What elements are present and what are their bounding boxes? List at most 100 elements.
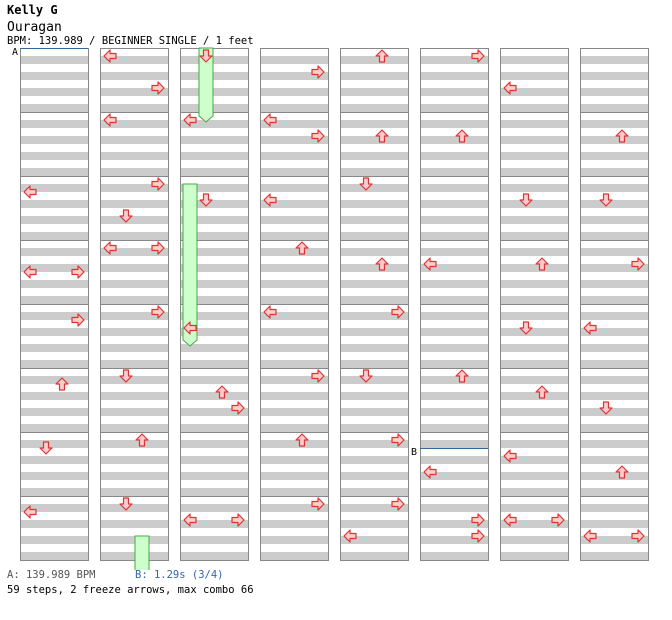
right-arrow [631,529,645,543]
beat-stripe [500,136,568,144]
beat-stripe [420,488,488,496]
right-arrow [631,257,645,271]
beat-stripe [580,88,648,96]
beat-stripe [20,536,88,544]
beat-stripe [100,424,168,432]
beat-stripe [180,104,248,112]
beat-stripe [20,456,88,464]
beat-stripe [580,280,648,288]
beat-stripe [180,440,248,448]
beat-stripe [180,472,248,480]
beat-stripe [580,72,648,80]
beat-stripe [260,280,328,288]
beat-stripe [260,296,328,304]
beat-stripe [420,376,488,384]
beat-stripe [580,376,648,384]
beat-stripe [340,552,408,560]
up-arrow [455,129,469,143]
beat-stripe [100,328,168,336]
left-arrow [423,257,437,271]
beat-stripe [500,200,568,208]
beat-stripe [420,392,488,400]
beat-stripe [340,104,408,112]
beat-stripe [500,360,568,368]
left-arrow [503,81,517,95]
beat-stripe [340,264,408,272]
down-arrow [599,193,613,207]
down-arrow [519,193,533,207]
down-arrow [199,193,213,207]
up-arrow [535,385,549,399]
up-arrow [375,257,389,271]
beat-stripe [180,360,248,368]
beat-stripe [500,488,568,496]
beat-stripe [340,472,408,480]
beat-stripe [100,56,168,64]
beat-stripe [260,200,328,208]
beat-stripe [20,552,88,560]
beat-stripe [100,120,168,128]
beat-stripe [260,408,328,416]
left-arrow [183,513,197,527]
beat-stripe [420,408,488,416]
beat-stripe [340,456,408,464]
beat-stripe [20,152,88,160]
beat-stripe [580,232,648,240]
beat-stripe [20,488,88,496]
right-arrow [551,513,565,527]
beat-stripe [260,504,328,512]
beat-stripe [100,232,168,240]
beat-stripe [580,248,648,256]
up-arrow [615,465,629,479]
beat-stripe [20,168,88,176]
beat-stripe [500,168,568,176]
beat-stripe [100,392,168,400]
up-arrow [295,241,309,255]
beat-stripe [100,520,168,528]
right-arrow [391,433,405,447]
beat-stripe [580,392,648,400]
beat-stripe [340,136,408,144]
beat-stripe [340,88,408,96]
beat-stripe [100,72,168,80]
beat-stripe [100,248,168,256]
beat-stripe [100,360,168,368]
freeze-arrow [134,535,150,570]
beat-stripe [420,472,488,480]
beat-stripe [100,104,168,112]
beat-stripe [420,344,488,352]
beat-stripe [260,312,328,320]
beat-stripe [340,536,408,544]
beat-stripe [340,392,408,400]
beat-stripe [500,536,568,544]
beat-stripe [100,488,168,496]
beat-stripe [260,488,328,496]
marker-a-label: A [12,47,19,58]
right-arrow [71,265,85,279]
beat-stripe [580,424,648,432]
beat-stripe [260,184,328,192]
down-arrow [119,497,133,511]
beat-stripe [500,280,568,288]
down-arrow [359,369,373,383]
right-arrow [311,65,325,79]
beat-stripe [260,424,328,432]
beat-stripe [580,328,648,336]
beat-stripe [260,168,328,176]
beat-stripe [20,72,88,80]
beat-stripe [340,488,408,496]
beat-stripe [340,312,408,320]
step-summary: 59 steps, 2 freeze arrows, max combo 66 [7,584,254,596]
left-arrow [183,113,197,127]
left-arrow [23,505,37,519]
beat-stripe [340,152,408,160]
left-arrow [503,513,517,527]
freeze-arrow [198,47,214,123]
beat-stripe [580,440,648,448]
beat-stripe [100,504,168,512]
beat-stripe [20,280,88,288]
beat-stripe [260,520,328,528]
beat-stripe [500,72,568,80]
beat-stripe [100,264,168,272]
beat-stripe [100,216,168,224]
